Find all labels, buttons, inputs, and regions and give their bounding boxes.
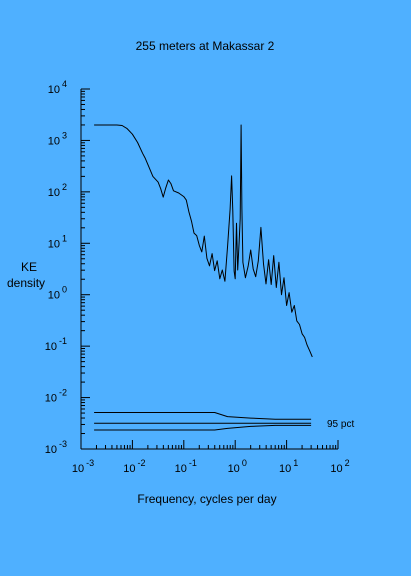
x-tick-label: 10 1 <box>279 458 298 475</box>
y-tick-label: 10 -1 <box>45 336 67 353</box>
x-tick-label: 10 -3 <box>72 458 94 475</box>
x-tick-label: 10 0 <box>228 458 247 475</box>
y-tick-label: 10 1 <box>48 233 67 250</box>
confidence-upper-line <box>94 412 312 420</box>
x-axis-label: Frequency, cycles per day <box>137 492 276 506</box>
confidence-annotation: 95 pct <box>327 419 354 430</box>
y-tick-label: 10 3 <box>48 130 67 147</box>
confidence-lower-line <box>94 424 312 431</box>
chart-title: 255 meters at Makassar 2 <box>136 39 275 53</box>
y-tick-label: 10 4 <box>48 79 67 96</box>
x-tick-label: 10 -1 <box>175 458 197 475</box>
x-axis: 10 -3 10 -2 10 -1 10 0 10 1 10 2 <box>72 440 350 475</box>
y-tick-label: 10 2 <box>48 182 67 199</box>
y-axis-label-line2: density <box>7 276 45 290</box>
y-tick-label: 10 0 <box>48 285 67 302</box>
y-axis-label-line1: KE <box>21 260 37 274</box>
y-tick-label: 10 -2 <box>45 388 67 405</box>
y-tick-label: 10 -3 <box>45 439 67 456</box>
x-tick-label: 10 -2 <box>123 458 145 475</box>
spectrum-line <box>94 124 313 358</box>
x-tick-label: 10 2 <box>330 458 349 475</box>
series-group <box>94 124 313 431</box>
